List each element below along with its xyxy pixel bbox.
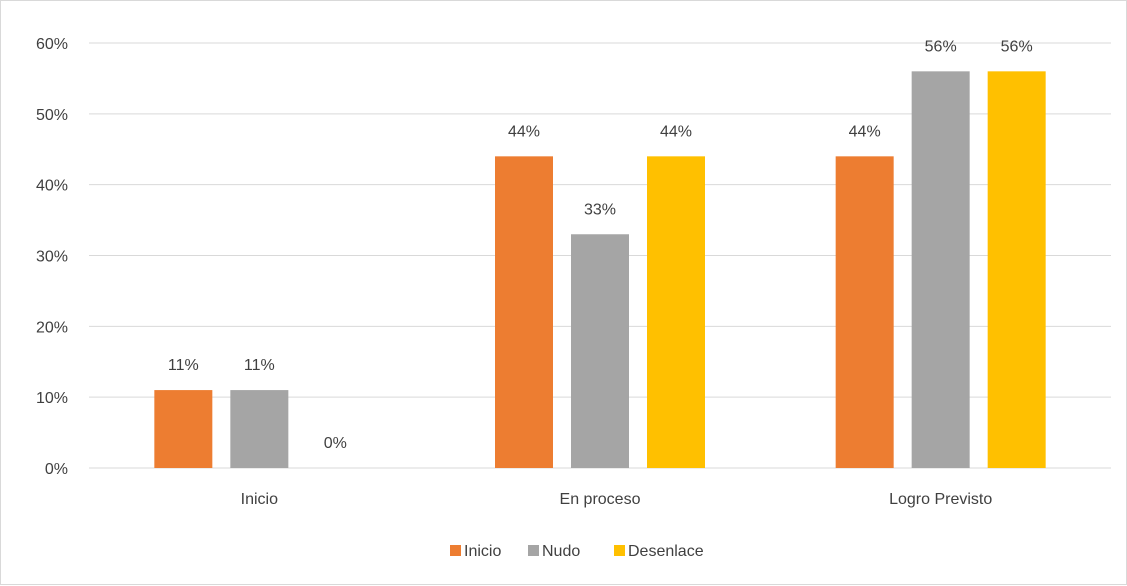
data-label: 44% [849, 123, 881, 140]
legend-swatch-nudo [528, 545, 539, 556]
data-label: 33% [584, 201, 616, 218]
bar-inicio [154, 390, 213, 468]
bar-desenlace [647, 156, 705, 469]
y-tick-label: 40% [36, 178, 68, 195]
category-label: En proceso [560, 491, 641, 508]
data-label: 44% [660, 123, 692, 140]
bar-inicio [835, 156, 894, 469]
x-axis-categories: Inicio En proceso Logro Previsto [241, 491, 993, 508]
data-label: 56% [1001, 38, 1033, 55]
data-label: 11% [244, 357, 275, 374]
bar-nudo [571, 234, 629, 468]
data-label: 11% [168, 357, 199, 374]
y-axis-ticks: 0% 10% 20% 30% 40% 50% 60% [36, 36, 68, 478]
y-tick-label: 10% [36, 390, 68, 407]
y-tick-label: 20% [36, 319, 68, 336]
category-label: Logro Previsto [889, 491, 992, 508]
data-label: 44% [508, 123, 540, 140]
category-label: Inicio [241, 491, 278, 508]
legend-label: Nudo [542, 543, 580, 560]
y-tick-label: 30% [36, 249, 68, 266]
legend-swatch-desenlace [614, 545, 625, 556]
legend-label: Desenlace [628, 543, 704, 560]
bar-inicio [495, 156, 553, 469]
legend: Inicio Nudo Desenlace [450, 543, 704, 560]
y-tick-label: 50% [36, 107, 68, 124]
legend-swatch-inicio [450, 545, 461, 556]
data-labels: 11% 11% 0% 44% 33% 44% 44% 56% 56% [168, 38, 1033, 452]
y-tick-label: 60% [36, 36, 68, 53]
bar-nudo [911, 71, 970, 468]
bar-desenlace [987, 71, 1046, 468]
data-label: 56% [925, 38, 957, 55]
data-label: 0% [324, 435, 347, 452]
y-tick-label: 0% [45, 461, 68, 478]
bars [154, 71, 1046, 469]
legend-label: Inicio [464, 543, 501, 560]
bar-nudo [230, 390, 289, 468]
